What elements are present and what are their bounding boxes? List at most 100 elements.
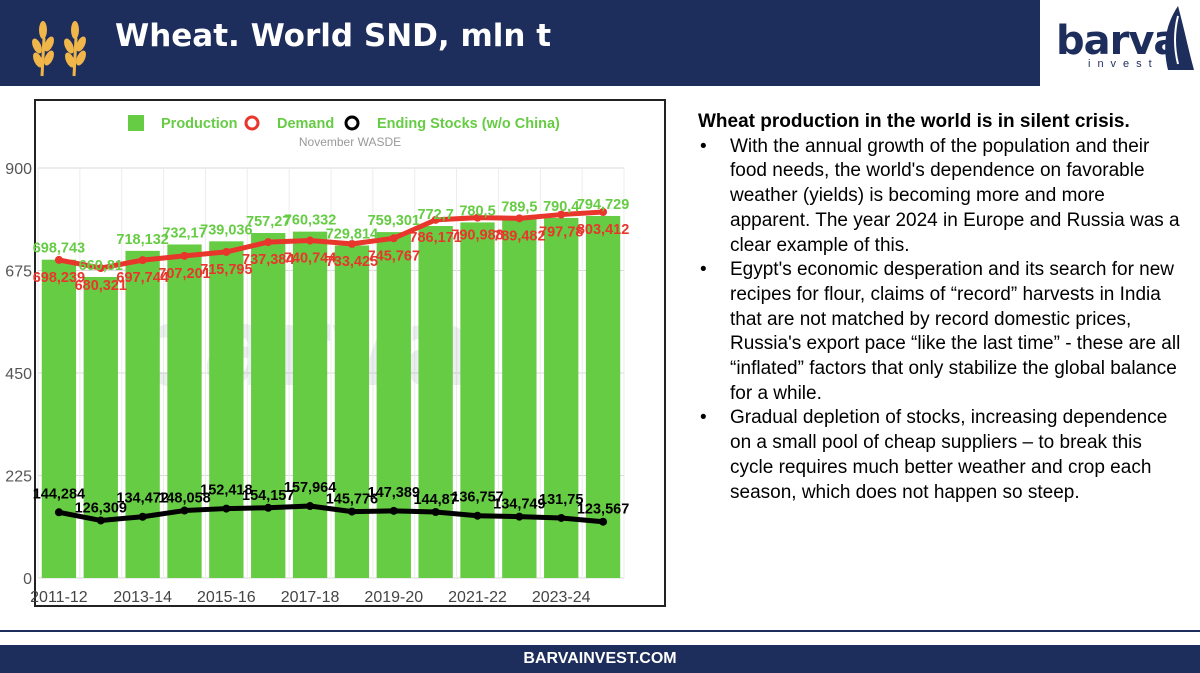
stocks-data-label: 123,567 [577, 502, 629, 518]
production-data-label: 732,17 [162, 225, 206, 241]
y-tick-label: 225 [5, 469, 32, 486]
page-title: Wheat. World SND, mln t [115, 18, 552, 54]
bullet-item: • With the annual growth of the populatio… [698, 135, 1188, 259]
footer-divider [0, 630, 1200, 632]
demand-line [58, 209, 604, 271]
stocks-point [96, 516, 105, 525]
production-data-label: 780,5 [459, 203, 495, 219]
demand-data-label: 733,425 [326, 254, 378, 270]
x-tick-label: 2015-16 [197, 589, 256, 606]
legend-label: Production [161, 116, 238, 132]
x-tick-label: 2019-20 [364, 589, 423, 606]
x-tick-label: 2011-12 [30, 589, 88, 606]
production-bar [502, 218, 537, 579]
stocks-data-label: 126,309 [75, 500, 127, 516]
bullet-list: • With the annual growth of the populatio… [698, 135, 1188, 506]
production-bar [251, 233, 286, 579]
y-tick-label: 900 [5, 161, 32, 178]
x-tick-label: 2017-18 [281, 589, 340, 606]
y-tick-label: 450 [5, 366, 32, 383]
demand-point [264, 238, 273, 247]
demand-point [54, 255, 63, 264]
y-tick-label: 0 [23, 571, 32, 588]
x-tick-label: 2023-24 [532, 589, 591, 606]
stocks-data-label: 147,389 [368, 485, 420, 501]
lead-text: Wheat production in the world is in sile… [698, 111, 1130, 132]
stocks-point [180, 506, 189, 515]
demand-point [473, 213, 482, 222]
demand-data-label: 803,412 [577, 222, 629, 238]
bullet-dot: • [700, 135, 707, 157]
production-data-label: 772,7 [417, 207, 453, 223]
bullet-text: With the annual growth of the population… [730, 135, 1180, 256]
stocks-data-label: 154,157 [242, 488, 294, 504]
production-data-label: 757,27 [246, 214, 290, 230]
production-data-label: 794,729 [577, 197, 629, 213]
demand-data-label: 680,321 [75, 278, 127, 294]
legend-marker [244, 115, 260, 131]
production-bar [544, 217, 579, 578]
stocks-point [599, 517, 608, 526]
demand-point [347, 239, 356, 248]
stocks-data-label: 152,418 [200, 483, 252, 499]
production-bar [83, 276, 118, 578]
demand-data-label: 745,767 [368, 248, 420, 264]
stocks-point [389, 506, 398, 515]
stocks-point [138, 512, 147, 521]
demand-point [96, 264, 105, 273]
production-bar [209, 241, 244, 578]
stocks-data-label: 134,749 [493, 497, 545, 513]
demand-data-label: 715,795 [200, 262, 252, 278]
demand-data-label: 790,988 [451, 228, 503, 244]
stocks-data-label: 144,87 [413, 492, 457, 508]
production-bar [460, 222, 495, 578]
header-bar: Wheat. World SND, mln t barva invest [0, 0, 1200, 86]
bullet-text: Egypt's economic desperation and its sea… [730, 259, 1181, 404]
demand-data-label: 697,744 [116, 270, 168, 286]
demand-point [138, 256, 147, 265]
x-tick-label: 2021-22 [448, 589, 507, 606]
stocks-point [557, 513, 566, 522]
sail-icon [1165, 6, 1194, 70]
stocks-point [306, 502, 315, 511]
production-data-label: 739,036 [200, 222, 252, 238]
production-bar [585, 215, 621, 578]
production-bar [41, 259, 77, 578]
logo-word: barva [1056, 18, 1180, 64]
production-data-label: 790,4 [543, 199, 579, 215]
stocks-point [222, 504, 231, 513]
demand-point [389, 234, 398, 243]
demand-point [222, 247, 231, 256]
demand-data-label: 737,384 [242, 252, 294, 268]
stocks-data-label: 144,284 [33, 486, 85, 502]
stocks-data-label: 134,472 [116, 491, 168, 507]
bullet-item: • Gradual depletion of stocks, increasing… [698, 406, 1188, 505]
production-data-label: 789,5 [501, 199, 537, 215]
demand-point [180, 251, 189, 260]
bullet-dot: • [700, 407, 707, 429]
bullet-item: • Egypt's economic desperation and its se… [698, 258, 1188, 406]
production-data-label: 760,332 [284, 213, 336, 229]
demand-data-label: 707,201 [158, 266, 210, 282]
production-bar [418, 225, 453, 578]
production-data-label: 698,743 [33, 241, 85, 257]
demand-point [599, 208, 608, 217]
production-bar [125, 250, 160, 578]
stocks-point [515, 512, 524, 521]
production-bar [376, 232, 411, 579]
stocks-point [431, 508, 440, 517]
stocks-point [473, 511, 482, 520]
stocks-data-label: 136,757 [451, 490, 503, 506]
bullet-text: Gradual depletion of stocks, increasing … [730, 407, 1168, 503]
x-tick-label: 2013-14 [113, 589, 172, 606]
wheat-icon [32, 21, 86, 77]
logo-sub: invest [1088, 58, 1159, 70]
y-tick-label: 675 [5, 264, 32, 281]
stocks-point [54, 508, 63, 517]
demand-point [306, 236, 315, 245]
production-bar [167, 244, 202, 579]
demand-point [431, 215, 440, 224]
production-bar [292, 231, 328, 578]
stocks-data-label: 131,75 [539, 492, 583, 508]
footer-bar[interactable]: BARVAINVEST.COM [0, 645, 1200, 673]
